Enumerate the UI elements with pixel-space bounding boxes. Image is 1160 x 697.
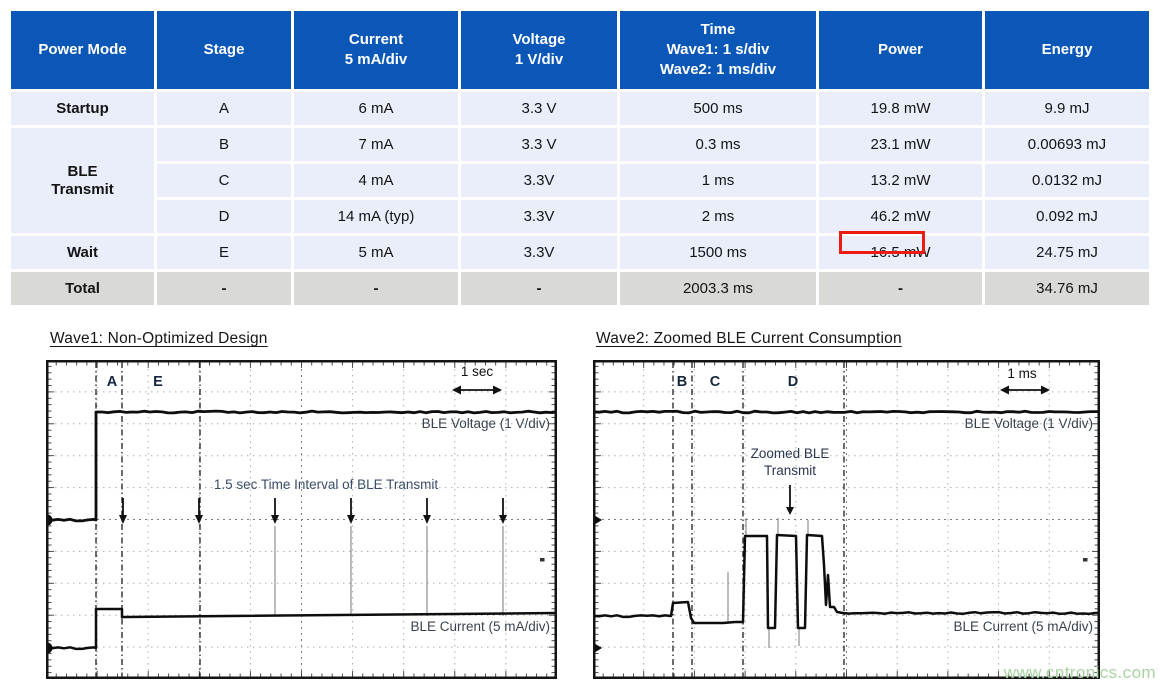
cell-d-power: 46.2 mW: [819, 200, 982, 233]
cell-b-time: 0.3 ms: [620, 128, 816, 161]
wave2-oscilloscope: B C D 1 ms BLE Voltage (1 V/div) Zoomed BL…: [593, 360, 1100, 679]
cell-total-current: -: [294, 272, 458, 305]
cell-c-current: 4 mA: [294, 164, 458, 197]
cell-startup-voltage: 3.3 V: [461, 92, 617, 125]
cell-d-voltage: 3.3V: [461, 200, 617, 233]
wave2-zoom-annotation-line1: Zoomed BLE: [750, 446, 830, 461]
cell-ble-mode-line1: BLE: [67, 162, 98, 180]
cell-total-stage: -: [157, 272, 291, 305]
svg-text:D: D: [788, 374, 798, 390]
cell-c-time: 1 ms: [620, 164, 816, 197]
col-header-time-line2: Wave1: 1 s/div: [666, 41, 770, 59]
cell-startup-power: 19.8 mW: [819, 92, 982, 125]
cell-total-power: -: [819, 272, 982, 305]
table-row-ble-c: C 4 mA 3.3V 1 ms 13.2 mW 0.0132 mJ: [11, 164, 1149, 197]
col-header-time: Time Wave1: 1 s/div Wave2: 1 ms/div: [620, 11, 816, 89]
table-row-ble-d: D 14 mA (typ) 3.3V 2 ms 46.2 mW 0.092 mJ: [11, 200, 1149, 233]
table-row-wait: Wait E 5 mA 3.3V 1500 ms 16.5 mW 24.75 m…: [11, 236, 1149, 269]
wave2-title: Wave2: Zoomed BLE Current Consumption: [596, 330, 902, 347]
col-header-time-line1: Time: [700, 21, 736, 39]
cell-total-voltage: -: [461, 272, 617, 305]
table-row-ble-b: BLE Transmit B 7 mA 3.3 V 0.3 ms 23.1 mW…: [11, 128, 1149, 233]
cell-b-voltage: 3.3 V: [461, 128, 617, 161]
wave2-voltage-trace-label: BLE Voltage (1 V/div): [964, 416, 1093, 431]
cell-ble-transmit-mode: BLE Transmit: [11, 128, 154, 233]
cell-c-energy: 0.0132 mJ: [985, 164, 1149, 197]
table-header-row: Power Mode Stage Current 5 mA/div Voltag…: [11, 11, 1149, 89]
watermark: www.cntronics.com: [1003, 663, 1156, 682]
wave1-current-trace-label: BLE Current (5 mA/div): [410, 619, 550, 634]
cell-d-energy: 0.092 mJ: [985, 200, 1149, 233]
cell-startup-energy: 9.9 mJ: [985, 92, 1149, 125]
wave2-scope-canvas: B C D: [593, 360, 1100, 679]
cell-wait-stage: E: [157, 236, 291, 269]
cell-total-mode: Total: [11, 272, 154, 305]
table-row-total: Total - - - 2003.3 ms - 34.76 mJ: [11, 272, 1149, 305]
cell-wait-time: 1500 ms: [620, 236, 816, 269]
wave2-timescale-label: 1 ms: [1007, 366, 1037, 381]
cell-total-energy: 34.76 mJ: [985, 272, 1149, 305]
cell-b-energy: 0.00693 mJ: [985, 128, 1149, 161]
cell-d-time: 2 ms: [620, 200, 816, 233]
svg-text:B: B: [677, 374, 687, 390]
wave1-timescale-label: 1 sec: [460, 364, 494, 379]
svg-text:E: E: [153, 374, 163, 390]
col-header-voltage: Voltage 1 V/div: [461, 11, 617, 89]
col-header-energy: Energy: [985, 11, 1149, 89]
power-table-wrap: Power Mode Stage Current 5 mA/div Voltag…: [8, 8, 1152, 308]
col-header-voltage-line2: 1 V/div: [514, 51, 564, 68]
wave2-current-trace-label: BLE Current (5 mA/div): [953, 619, 1093, 634]
wave1-title: Wave1: Non-Optimized Design: [50, 330, 268, 347]
cell-wait-mode: Wait: [11, 236, 154, 269]
col-header-current-line1: Current: [348, 31, 404, 49]
cell-d-current: 14 mA (typ): [294, 200, 458, 233]
cell-wait-voltage: 3.3V: [461, 236, 617, 269]
wave2-zoom-annotation-line2: Transmit: [763, 463, 816, 478]
wave1-voltage-trace-label: BLE Voltage (1 V/div): [421, 416, 550, 431]
cell-b-stage: B: [157, 128, 291, 161]
col-header-time-line3: Wave2: 1 ms/div: [659, 60, 777, 78]
col-header-voltage-line1: Voltage: [512, 31, 566, 49]
cell-c-voltage: 3.3V: [461, 164, 617, 197]
table-row-startup: Startup A 6 mA 3.3 V 500 ms 19.8 mW 9.9 …: [11, 92, 1149, 125]
highlight-box-wait-power: [839, 231, 925, 254]
col-header-current-line2: 5 mA/div: [344, 51, 408, 68]
cell-c-stage: C: [157, 164, 291, 197]
cell-ble-mode-line2: Transmit: [51, 180, 114, 198]
power-consumption-table: Power Mode Stage Current 5 mA/div Voltag…: [8, 8, 1152, 308]
col-header-power-mode: Power Mode: [11, 11, 154, 89]
wave1-interval-annotation: 1.5 sec Time Interval of BLE Transmit: [213, 477, 439, 492]
cell-startup-current: 6 mA: [294, 92, 458, 125]
cell-d-stage: D: [157, 200, 291, 233]
cell-b-current: 7 mA: [294, 128, 458, 161]
col-header-power: Power: [819, 11, 982, 89]
col-header-stage: Stage: [157, 11, 291, 89]
cell-startup-stage: A: [157, 92, 291, 125]
cell-wait-current: 5 mA: [294, 236, 458, 269]
cell-wait-energy: 24.75 mJ: [985, 236, 1149, 269]
cell-total-time: 2003.3 ms: [620, 272, 816, 305]
cell-b-power: 23.1 mW: [819, 128, 982, 161]
cell-startup-mode: Startup: [11, 92, 154, 125]
cell-c-power: 13.2 mW: [819, 164, 982, 197]
svg-text:C: C: [710, 374, 721, 390]
svg-text:A: A: [107, 374, 118, 390]
cell-startup-time: 500 ms: [620, 92, 816, 125]
col-header-current: Current 5 mA/div: [294, 11, 458, 89]
